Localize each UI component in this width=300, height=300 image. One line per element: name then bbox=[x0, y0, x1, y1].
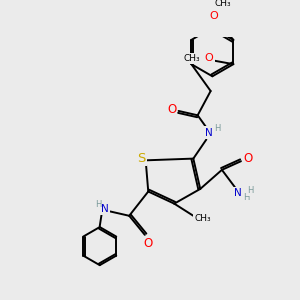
Text: O: O bbox=[167, 103, 176, 116]
Text: CH₃: CH₃ bbox=[184, 54, 200, 63]
Text: O: O bbox=[209, 11, 218, 21]
Text: O: O bbox=[144, 237, 153, 250]
Text: N: N bbox=[101, 204, 109, 214]
Text: H: H bbox=[214, 124, 221, 133]
Text: H: H bbox=[95, 200, 101, 209]
Text: CH₃: CH₃ bbox=[194, 214, 211, 223]
Text: O: O bbox=[243, 152, 253, 165]
Text: H: H bbox=[247, 186, 254, 195]
Text: N: N bbox=[205, 128, 213, 138]
Text: H: H bbox=[243, 193, 249, 202]
Text: N: N bbox=[235, 188, 242, 198]
Text: CH₃: CH₃ bbox=[215, 0, 231, 8]
Text: O: O bbox=[205, 53, 214, 63]
Text: S: S bbox=[137, 152, 146, 165]
